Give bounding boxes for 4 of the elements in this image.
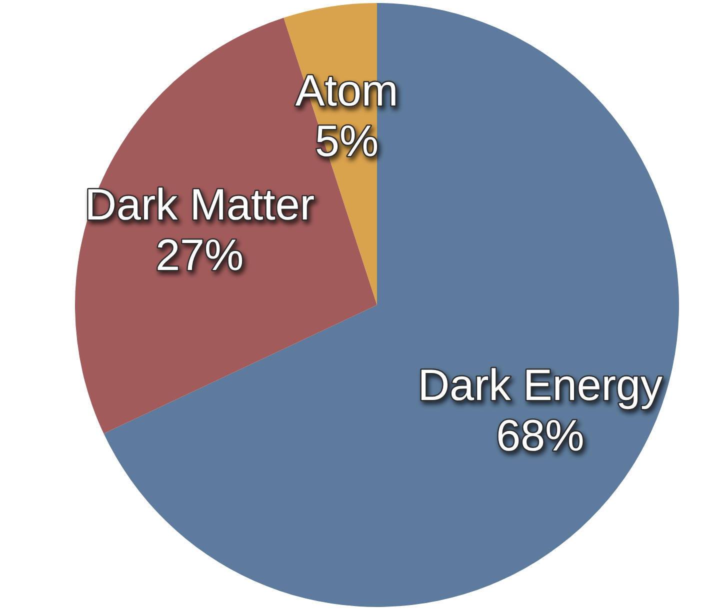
data-label: 68% bbox=[496, 411, 584, 460]
data-label: 27% bbox=[156, 231, 244, 280]
data-label: 5% bbox=[314, 116, 379, 166]
slice-label: Dark Energy bbox=[418, 360, 662, 410]
